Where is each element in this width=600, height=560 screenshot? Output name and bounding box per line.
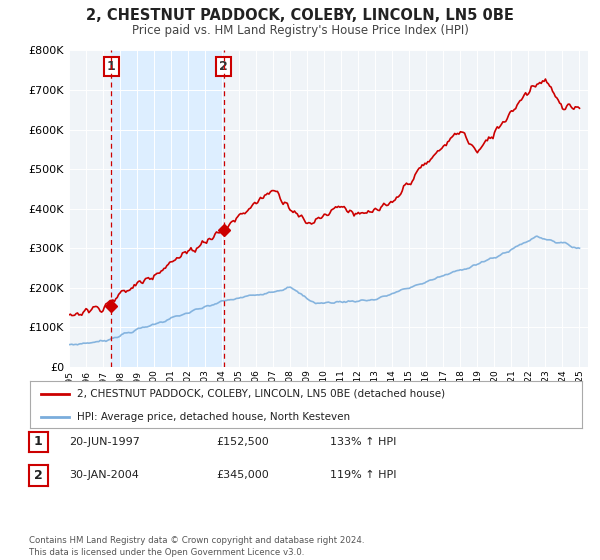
Text: 2, CHESTNUT PADDOCK, COLEBY, LINCOLN, LN5 0BE: 2, CHESTNUT PADDOCK, COLEBY, LINCOLN, LN… <box>86 8 514 24</box>
Text: 2: 2 <box>34 469 43 482</box>
Text: £152,500: £152,500 <box>216 437 269 447</box>
Text: 1: 1 <box>107 60 115 73</box>
Text: 20-JUN-1997: 20-JUN-1997 <box>69 437 140 447</box>
Text: Contains HM Land Registry data © Crown copyright and database right 2024.
This d: Contains HM Land Registry data © Crown c… <box>29 536 364 557</box>
Text: Price paid vs. HM Land Registry's House Price Index (HPI): Price paid vs. HM Land Registry's House … <box>131 24 469 36</box>
Text: 2, CHESTNUT PADDOCK, COLEBY, LINCOLN, LN5 0BE (detached house): 2, CHESTNUT PADDOCK, COLEBY, LINCOLN, LN… <box>77 389 445 399</box>
Text: HPI: Average price, detached house, North Kesteven: HPI: Average price, detached house, Nort… <box>77 412 350 422</box>
Text: 2: 2 <box>219 60 228 73</box>
Text: 30-JAN-2004: 30-JAN-2004 <box>69 470 139 480</box>
Text: £345,000: £345,000 <box>216 470 269 480</box>
Bar <box>111 50 224 367</box>
Text: 133% ↑ HPI: 133% ↑ HPI <box>330 437 397 447</box>
Text: 1: 1 <box>34 435 43 449</box>
Text: 119% ↑ HPI: 119% ↑ HPI <box>330 470 397 480</box>
